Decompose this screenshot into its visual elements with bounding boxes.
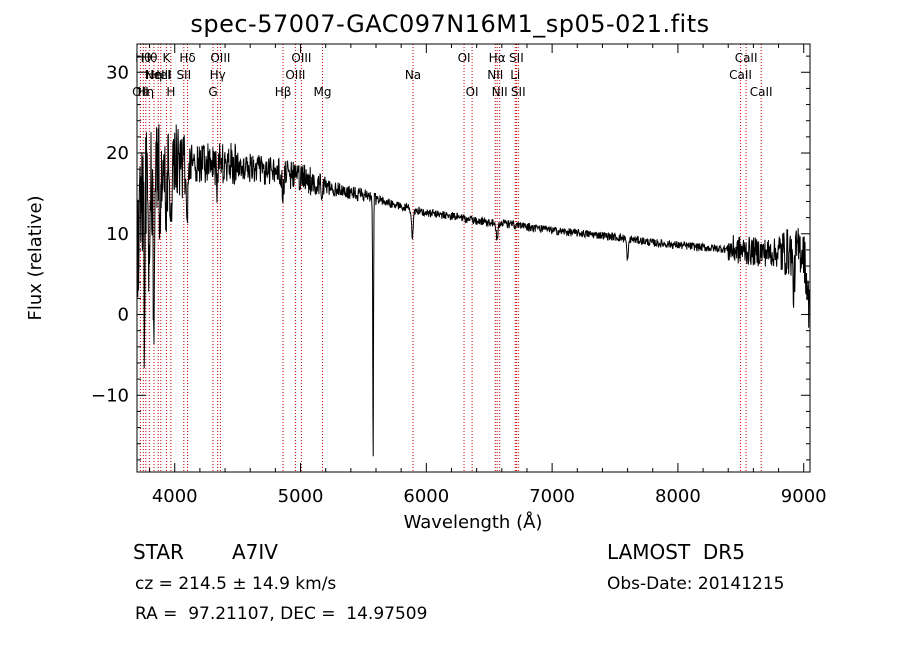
line-markers [139,44,762,472]
y-tick-label: 30 [106,62,129,83]
spectral-subclass: A7IV [232,540,278,564]
x-axis-label: Wavelength (Å) [404,511,543,533]
plot-title: spec-57007-GAC097N16M1_sp05-021.fits [190,10,710,38]
x-tick-label: 4000 [152,486,198,507]
line-marker-label: G [208,85,217,99]
x-tick-label: 7000 [529,486,575,507]
survey-name: LAMOST DR5 [607,540,745,564]
line-marker-label: OII [132,85,149,99]
line-marker-label: HeI [151,68,171,82]
line-marker-label: Hδ [179,51,195,65]
line-marker-label: Na [405,68,421,82]
line-marker-label: OIII [210,51,230,65]
observation-date: Obs-Date: 20141215 [607,574,785,594]
line-marker-labels: OIIHθHηHθHηNeIIIHeIKHSIIHδGHγOIIIHβOIIIO… [132,51,772,99]
line-marker-label: Li [510,68,520,82]
redshift-velocity: cz = 214.5 ± 14.9 km/s [135,574,337,594]
line-marker-label: CaII [729,68,752,82]
y-tick-label: 10 [106,224,129,245]
y-tick-label: −10 [91,385,129,406]
y-tick-label: 20 [106,143,129,164]
line-marker-label: OI [466,85,479,99]
plot-frame [136,43,811,473]
y-tick-label: 0 [118,305,129,326]
object-class: STAR [133,540,184,564]
line-marker-label: K [162,51,171,65]
line-marker-label: Hγ [210,68,226,82]
line-marker-label: SII [509,51,524,65]
spectrum-line [136,124,810,457]
line-marker-label: OIII [291,51,311,65]
line-marker-label: SII [176,68,191,82]
line-marker-label: Hη [137,85,154,99]
y-axis-label: Flux (relative) [25,195,46,320]
line-marker-label: Mg [314,85,332,99]
line-marker-label: CaII [750,85,773,99]
line-marker-label: H [166,85,175,99]
line-marker-label: SII [511,85,526,99]
line-marker-label: NII [487,68,503,82]
x-axis-ticks: 4000 5000 6000 7000 8000 9000 [149,44,827,507]
line-marker-label: Hη [146,68,163,82]
line-marker-label: NII [492,85,508,99]
line-marker-label: OIII [285,68,305,82]
y-axis-ticks: −10 0 10 20 30 [91,55,810,461]
x-tick-label: 6000 [403,486,449,507]
line-marker-label: Hθ [141,51,157,65]
sky-coordinates: RA = 97.21107, DEC = 14.97509 [135,604,428,624]
x-tick-label: 5000 [278,486,324,507]
line-marker-label: Hβ [275,85,292,99]
line-marker-label: OI [458,51,471,65]
line-marker-label: CaII [735,51,758,65]
x-tick-label: 8000 [655,486,701,507]
line-marker-label: Hα [489,51,506,65]
line-marker-label: NeIII [145,68,172,82]
x-tick-label: 9000 [781,486,827,507]
line-marker-label: Hθ [135,51,151,65]
